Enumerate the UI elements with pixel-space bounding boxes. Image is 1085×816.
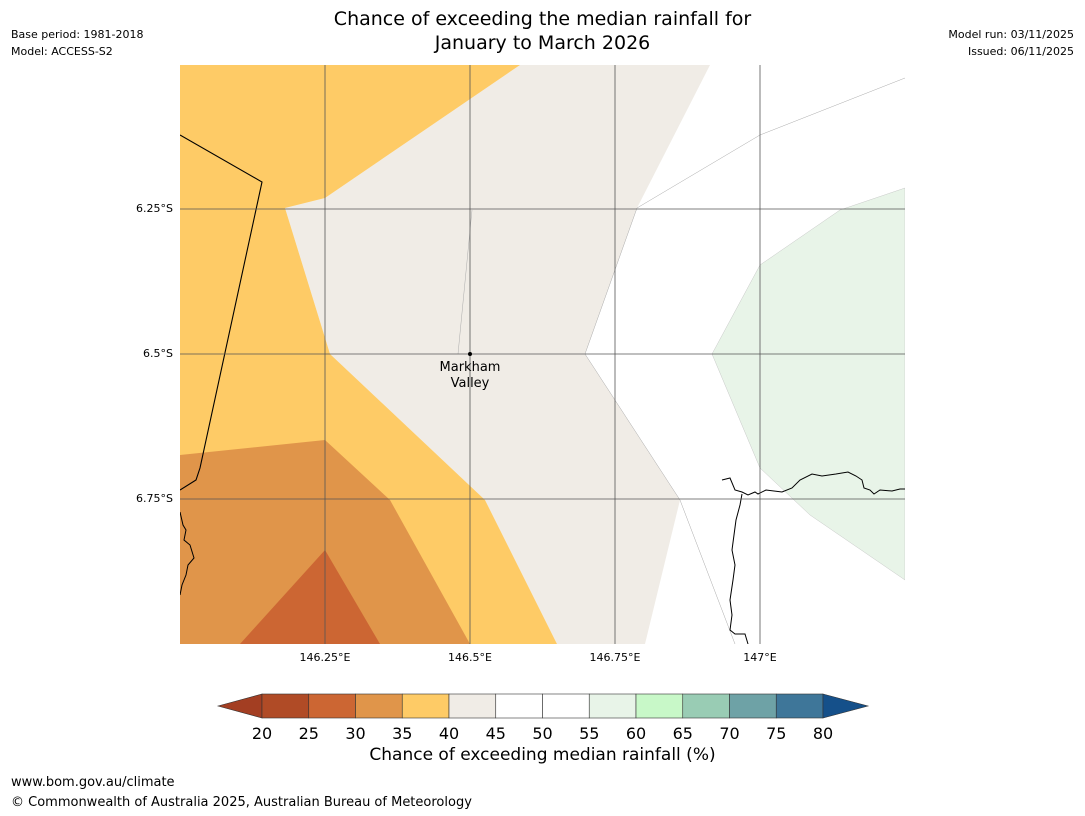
- lat-label-6-75: 6.75°S: [136, 492, 173, 505]
- colorbar-tick-label: 55: [579, 724, 600, 743]
- colorbar-segment: [401, 693, 450, 719]
- colorbar-arrow-high: [822, 693, 870, 719]
- colorbar-tick-label: 25: [298, 724, 319, 743]
- coastline: [721, 471, 905, 496]
- markham-valley-marker: [468, 352, 472, 356]
- page-title: Chance of exceeding the median rainfall …: [0, 7, 1085, 55]
- colorbar-segment: [588, 693, 637, 719]
- colorbar-segment: [355, 693, 403, 719]
- base-period: Base period: 1981-2018: [11, 28, 144, 41]
- colorbar-tick-label: 80: [812, 724, 834, 743]
- meta-right: Model run: 03/11/2025 Issued: 06/11/2025: [948, 26, 1074, 60]
- model-name: Model: ACCESS-S2: [11, 45, 113, 58]
- colorbar-tick-label: 45: [485, 724, 506, 743]
- colorbar-segment: [635, 693, 684, 719]
- colorbar-tick-label: 30: [345, 724, 366, 743]
- border-line: [180, 134, 263, 491]
- lat-label-6-5: 6.5°S: [143, 347, 173, 360]
- contour-line: [584, 77, 905, 644]
- lon-label-146-75: 146.75°E: [589, 651, 641, 664]
- model-run: Model run: 03/11/2025: [948, 28, 1074, 41]
- colorbar-segment: [729, 693, 777, 719]
- issued-date: Issued: 06/11/2025: [967, 45, 1074, 58]
- colorbar-segment: [542, 693, 590, 719]
- lat-label-6-25: 6.25°S: [136, 202, 173, 215]
- colorbar-segment: [448, 693, 497, 719]
- colorbar-tick-label: 70: [719, 724, 740, 743]
- colorbar-segment: [775, 693, 824, 719]
- colorbar-arrow-low: [216, 693, 263, 719]
- colorbar-segment: [308, 693, 356, 719]
- colorbar-tick-label: 50: [532, 724, 553, 743]
- colorbar-segment: [261, 693, 310, 719]
- place-label-line1: Markham: [439, 360, 501, 375]
- colorbar-tick-label: 75: [766, 724, 787, 743]
- place-label-line2: Valley: [450, 376, 490, 391]
- coastline: [729, 493, 749, 644]
- colorbar-tick-label: 20: [251, 724, 273, 743]
- lon-label-146-5: 146.5°E: [448, 651, 492, 664]
- lon-label-146-25: 146.25°E: [299, 651, 351, 664]
- title-line2: January to March 2026: [434, 32, 651, 54]
- colorbar-tick-label: 60: [625, 724, 647, 743]
- band-25-30: [240, 550, 380, 644]
- footer-url[interactable]: www.bom.gov.au/climate: [11, 775, 175, 790]
- map-area: [180, 65, 905, 644]
- place-label-markham-valley: Markham Valley: [420, 360, 520, 392]
- colorbar-tick-label: 65: [672, 724, 693, 743]
- colorbar: [216, 693, 870, 719]
- coastline: [180, 511, 195, 596]
- lon-label-147: 147°E: [743, 651, 777, 664]
- footer-copyright: © Commonwealth of Australia 2025, Austra…: [11, 795, 472, 810]
- colorbar-segment: [682, 693, 730, 719]
- title-line1: Chance of exceeding the median rainfall …: [333, 8, 752, 30]
- colorbar-tick-label: 40: [438, 724, 460, 743]
- colorbar-segment: [495, 693, 543, 719]
- colorbar-tick-label: 35: [392, 724, 413, 743]
- colorbar-title: Chance of exceeding median rainfall (%): [369, 745, 716, 765]
- meta-left: Base period: 1981-2018 Model: ACCESS-S2: [11, 26, 143, 60]
